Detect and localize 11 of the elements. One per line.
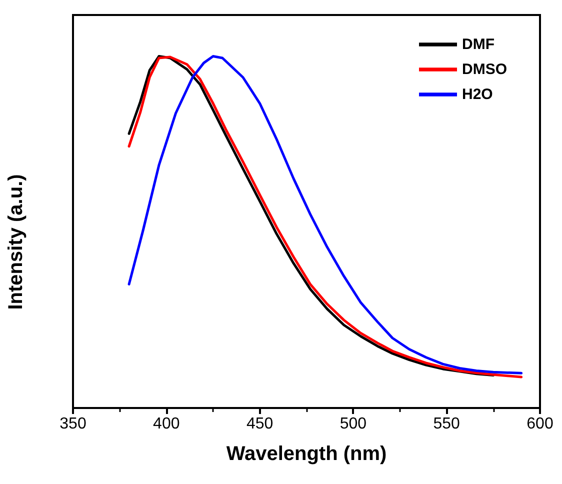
legend-label: DMSO [462, 61, 508, 78]
x-tick-label: 350 [60, 416, 86, 432]
x-axis-title: Wavelength (nm) [226, 443, 387, 465]
x-tick-label: 550 [433, 416, 460, 432]
x-tick-label: 600 [526, 416, 554, 432]
x-tick-label: 500 [340, 416, 367, 432]
legend-label: DMF [462, 36, 494, 53]
legend-label: H2O [462, 86, 494, 103]
x-tick-label: 400 [153, 416, 180, 432]
y-axis-title: Intensity (a.u.) [5, 174, 27, 310]
x-tick-label: 450 [246, 416, 274, 432]
